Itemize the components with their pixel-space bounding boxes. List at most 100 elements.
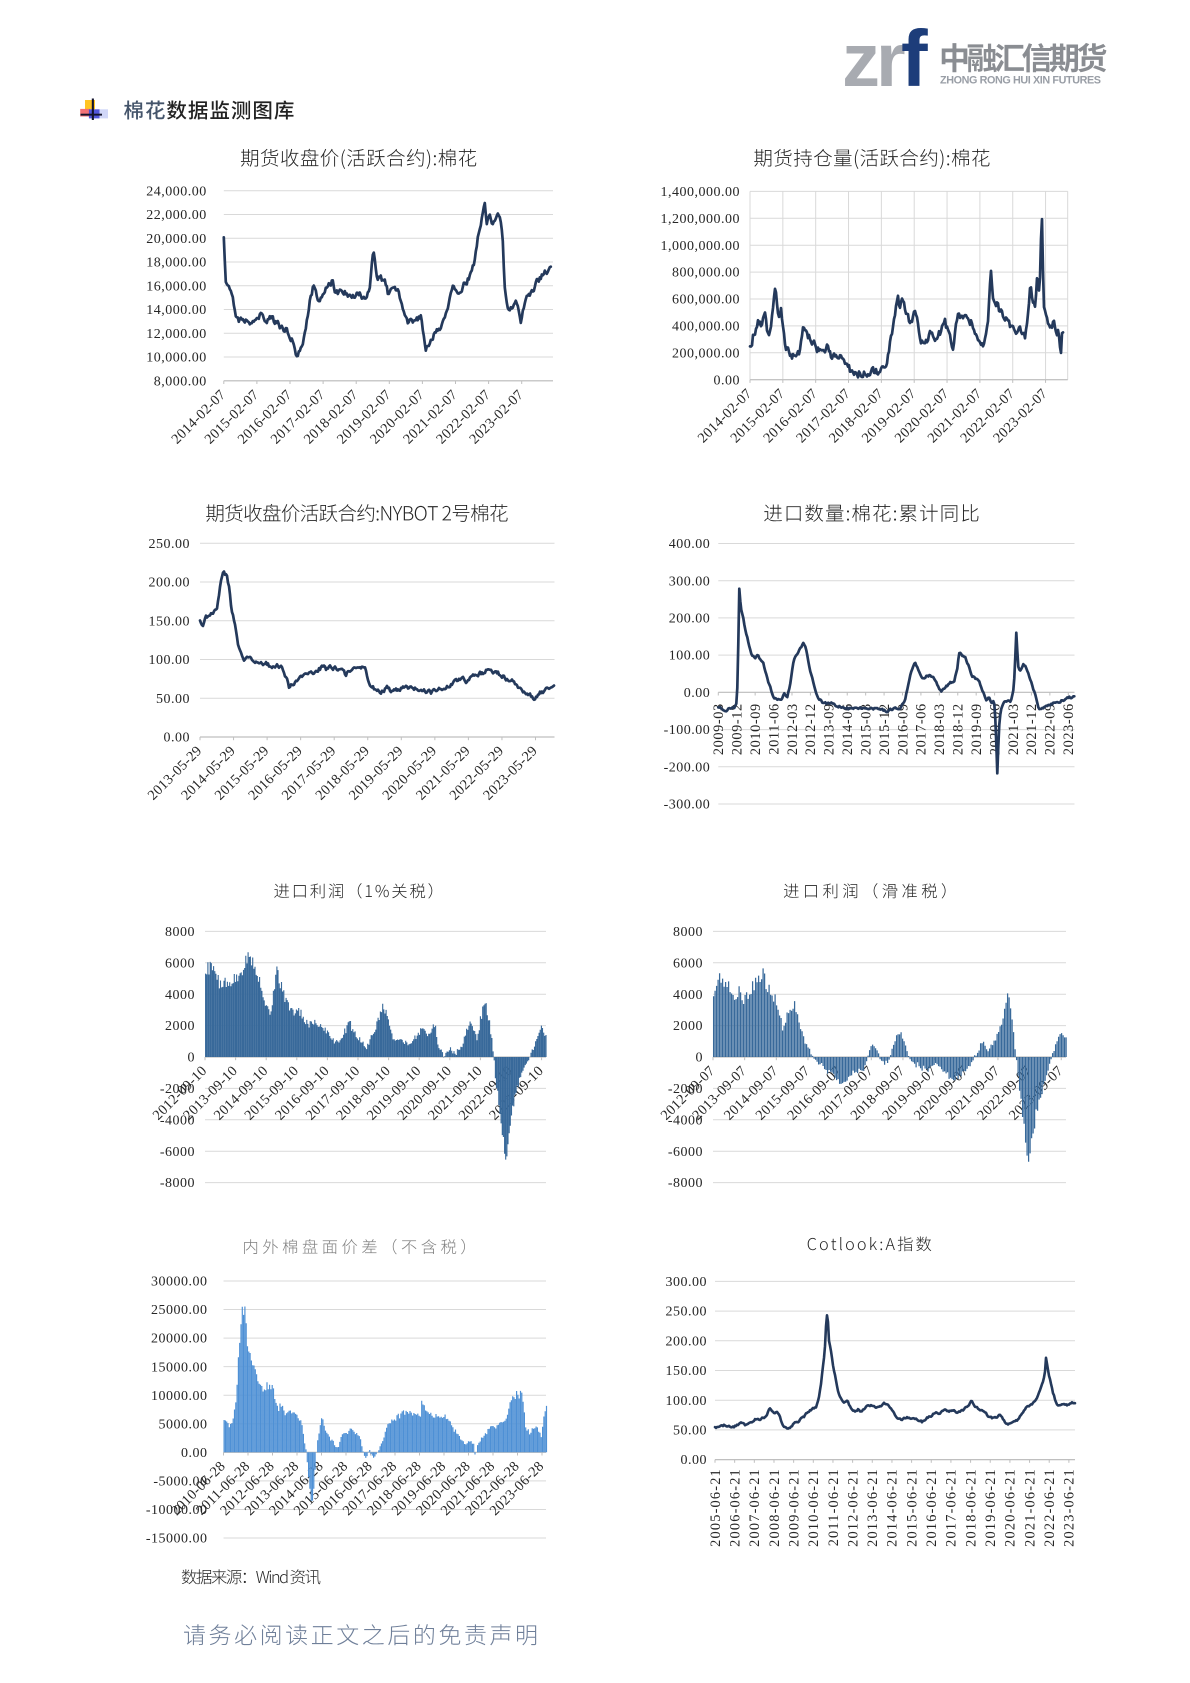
svg-text:200.00: 200.00 [666,1334,708,1349]
svg-text:f: f [901,14,928,103]
svg-text:0.00: 0.00 [681,1453,708,1468]
svg-text:-300.00: -300.00 [664,798,711,813]
svg-text:-8000: -8000 [668,1176,703,1191]
svg-text:2015-12: 2015-12 [877,703,893,755]
svg-text:2011-06: 2011-06 [766,703,782,754]
svg-text:-10000.00: -10000.00 [146,1503,208,1518]
svg-text:18,000.00: 18,000.00 [146,256,207,271]
svg-text:600,000.00: 600,000.00 [672,293,740,308]
svg-text:0: 0 [188,1051,196,1066]
svg-text:2012-06-21: 2012-06-21 [845,1468,861,1547]
svg-text:50.00: 50.00 [673,1424,707,1439]
svg-text:2009-06-21: 2009-06-21 [786,1468,802,1547]
svg-text:2018-12: 2018-12 [951,703,967,755]
svg-text:2014-06-21: 2014-06-21 [885,1468,901,1547]
svg-text:22,000.00: 22,000.00 [146,208,207,223]
svg-text:2015-03: 2015-03 [858,703,874,755]
svg-text:6000: 6000 [673,956,703,971]
svg-text:-5000.00: -5000.00 [153,1474,207,1489]
svg-text:2010-09: 2010-09 [748,703,764,755]
svg-text:2008-06-21: 2008-06-21 [767,1468,783,1547]
svg-text:1,200,000.00: 1,200,000.00 [661,212,741,227]
svg-text:0.00: 0.00 [684,686,711,701]
svg-text:2007-06-21: 2007-06-21 [747,1468,763,1547]
svg-text:2006-06-21: 2006-06-21 [727,1468,743,1547]
svg-text:300.00: 300.00 [666,1275,708,1290]
svg-text:2021-06-21: 2021-06-21 [1022,1468,1038,1547]
svg-text:200.00: 200.00 [149,576,191,591]
svg-text:25000.00: 25000.00 [151,1303,208,1318]
svg-text:2016-09: 2016-09 [895,703,911,755]
svg-text:100.00: 100.00 [149,653,191,668]
svg-text:2021-12: 2021-12 [1024,703,1040,755]
svg-text:2018-03: 2018-03 [932,703,948,755]
svg-text:2015-06-21: 2015-06-21 [904,1468,920,1547]
svg-text:-6000: -6000 [668,1145,703,1160]
svg-text:2013-06-21: 2013-06-21 [865,1468,881,1547]
svg-text:2020-06-21: 2020-06-21 [1003,1468,1019,1547]
svg-text:24,000.00: 24,000.00 [146,184,207,199]
svg-text:2013-09: 2013-09 [822,703,838,755]
svg-text:150.00: 150.00 [666,1364,708,1379]
svg-text:4000: 4000 [165,988,195,1003]
svg-text:z: z [842,18,880,103]
svg-text:r: r [876,18,906,103]
svg-text:-8000: -8000 [160,1176,195,1191]
svg-text:2014-06: 2014-06 [840,703,856,755]
svg-text:16,000.00: 16,000.00 [146,279,207,294]
svg-text:ZHONG RONG HUI XIN FUTURES: ZHONG RONG HUI XIN FUTURES [940,75,1101,87]
svg-text:2023-06-21: 2023-06-21 [1062,1468,1078,1547]
svg-text:200.00: 200.00 [669,612,711,627]
svg-text:0.00: 0.00 [181,1446,208,1461]
svg-text:30000.00: 30000.00 [151,1275,208,1290]
svg-text:2019-06-21: 2019-06-21 [983,1468,999,1547]
svg-text:20,000.00: 20,000.00 [146,232,207,247]
svg-text:12,000.00: 12,000.00 [146,327,207,342]
svg-text:2017-06-21: 2017-06-21 [944,1468,960,1547]
svg-text:100.00: 100.00 [666,1394,708,1409]
svg-text:150.00: 150.00 [149,614,191,629]
svg-text:2022-06-21: 2022-06-21 [1042,1468,1058,1547]
svg-text:300.00: 300.00 [669,574,711,589]
svg-text:6000: 6000 [165,956,195,971]
svg-text:8000: 8000 [673,925,703,940]
svg-text:2010-06-21: 2010-06-21 [806,1468,822,1547]
svg-text:400,000.00: 400,000.00 [672,320,740,335]
svg-text:8,000.00: 8,000.00 [154,374,207,389]
svg-text:8000: 8000 [165,925,195,940]
svg-text:20000.00: 20000.00 [151,1332,208,1347]
svg-text:10000.00: 10000.00 [151,1389,208,1404]
svg-text:2019-09: 2019-09 [969,703,985,755]
svg-text:4000: 4000 [673,988,703,1003]
svg-text:2009-12: 2009-12 [730,703,746,755]
svg-text:2016-06-21: 2016-06-21 [924,1468,940,1547]
svg-text:1,400,000.00: 1,400,000.00 [661,185,741,200]
svg-text:2005-06-21: 2005-06-21 [708,1468,724,1547]
svg-text:14,000.00: 14,000.00 [146,303,207,318]
svg-text:-15000.00: -15000.00 [146,1532,208,1547]
svg-text:-4000: -4000 [668,1113,703,1128]
svg-text:200,000.00: 200,000.00 [672,346,740,361]
svg-text:15000.00: 15000.00 [151,1360,208,1375]
svg-text:-2000: -2000 [668,1082,703,1097]
svg-text:0.00: 0.00 [714,373,741,388]
svg-text:-4000: -4000 [160,1113,195,1128]
svg-text:50.00: 50.00 [156,692,190,707]
svg-text:10,000.00: 10,000.00 [146,351,207,366]
svg-text:2000: 2000 [673,1019,703,1034]
svg-text:2018-06-21: 2018-06-21 [963,1468,979,1547]
svg-text:2009-03: 2009-03 [711,703,727,755]
svg-text:2017-06: 2017-06 [914,703,930,755]
svg-text:2021-03: 2021-03 [1006,703,1022,755]
svg-text:1,000,000.00: 1,000,000.00 [661,239,741,254]
svg-text:100.00: 100.00 [669,649,711,664]
svg-text:0: 0 [696,1051,704,1066]
svg-text:-2000: -2000 [160,1082,195,1097]
svg-text:250.00: 250.00 [149,537,191,552]
svg-text:2023-06: 2023-06 [1061,703,1077,755]
svg-text:0.00: 0.00 [164,731,191,746]
svg-text:-200.00: -200.00 [664,760,711,775]
svg-text:-100.00: -100.00 [664,723,711,738]
svg-text:2012-12: 2012-12 [803,703,819,755]
svg-text:2011-06-21: 2011-06-21 [826,1468,842,1546]
